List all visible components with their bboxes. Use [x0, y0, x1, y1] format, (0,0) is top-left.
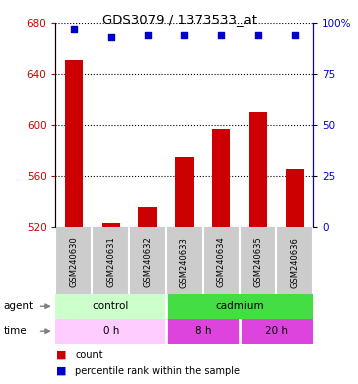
Point	[108, 34, 113, 40]
Text: GSM240630: GSM240630	[69, 237, 78, 287]
Text: percentile rank within the sample: percentile rank within the sample	[75, 366, 240, 376]
Point	[182, 32, 187, 38]
Text: count: count	[75, 349, 103, 360]
Point	[292, 32, 298, 38]
Text: time: time	[4, 326, 27, 336]
Bar	[138, 207, 157, 227]
Bar	[212, 129, 231, 227]
Bar	[240, 319, 313, 344]
Bar	[55, 294, 166, 319]
Text: GSM240635: GSM240635	[253, 237, 262, 287]
Text: 20 h: 20 h	[265, 326, 288, 336]
Text: GSM240636: GSM240636	[290, 237, 299, 288]
Bar	[166, 294, 313, 319]
Bar	[175, 157, 194, 227]
Point	[255, 32, 261, 38]
Bar	[102, 223, 120, 227]
Text: agent: agent	[4, 301, 34, 311]
Bar	[249, 112, 267, 227]
Point	[71, 26, 77, 32]
Text: ■: ■	[55, 349, 66, 360]
Bar	[65, 60, 83, 227]
Text: GSM240633: GSM240633	[180, 237, 189, 288]
Point	[218, 32, 224, 38]
Text: ■: ■	[55, 366, 66, 376]
Bar	[55, 319, 166, 344]
Bar	[166, 319, 240, 344]
Text: 0 h: 0 h	[102, 326, 119, 336]
Text: GSM240634: GSM240634	[217, 237, 226, 287]
Bar	[286, 169, 304, 227]
Text: control: control	[92, 301, 129, 311]
Text: 8 h: 8 h	[194, 326, 211, 336]
Text: GSM240632: GSM240632	[143, 237, 152, 287]
Text: GSM240631: GSM240631	[106, 237, 115, 287]
Text: GDS3079 / 1373533_at: GDS3079 / 1373533_at	[102, 13, 256, 26]
Point	[145, 32, 150, 38]
Text: cadmium: cadmium	[215, 301, 264, 311]
